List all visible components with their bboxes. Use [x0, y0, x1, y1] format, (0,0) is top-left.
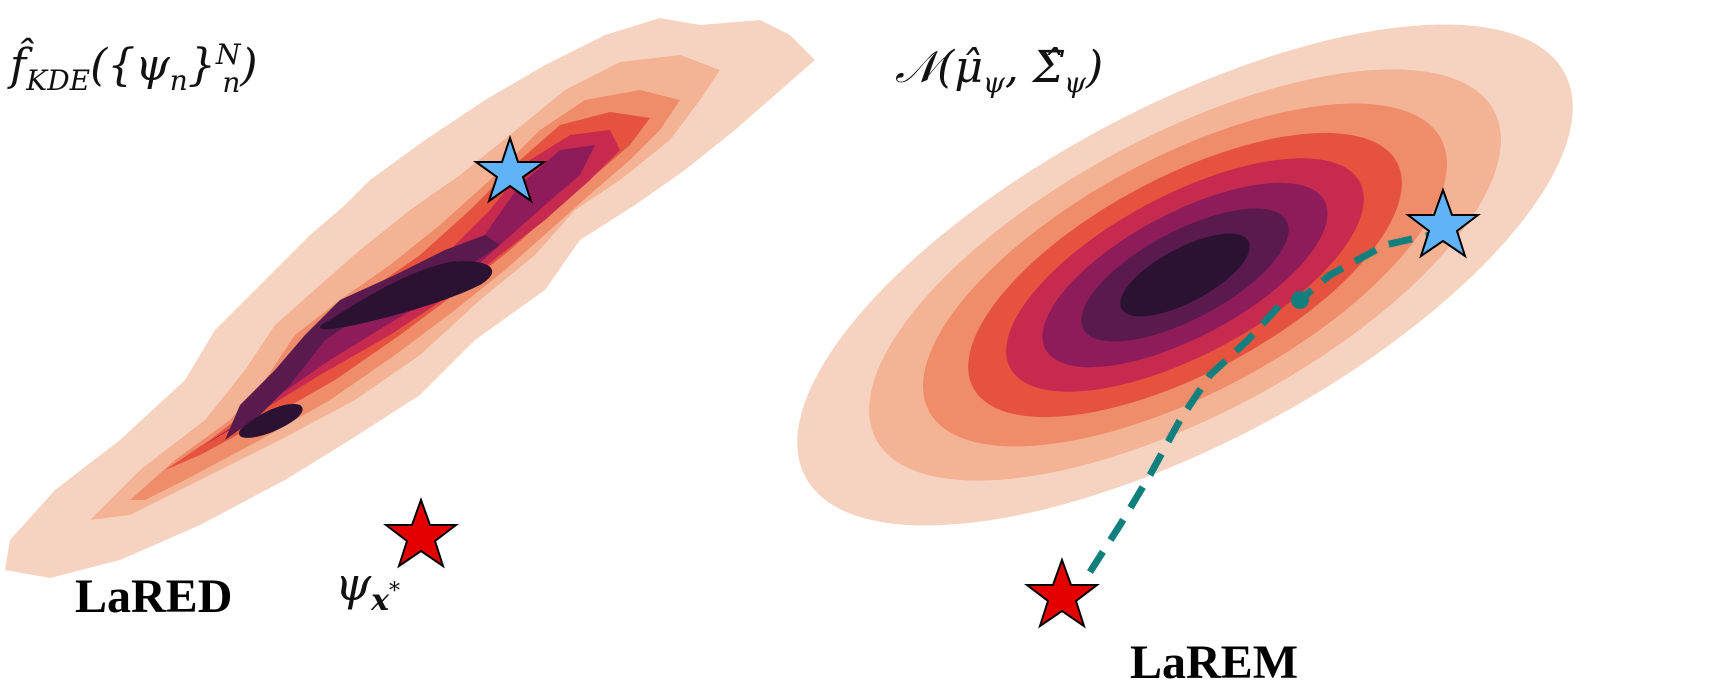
- kde-formula-subscript: KDE: [25, 64, 90, 97]
- kde-contour-levels: [5, 18, 815, 578]
- query-psi: ψ: [335, 557, 372, 611]
- path-segment: [1087, 231, 1431, 574]
- kde-formula-psi-sub: n: [170, 64, 188, 97]
- kde-core-1: [319, 261, 493, 330]
- kde-contour-level-6: [205, 145, 595, 445]
- blue-star-left: [472, 134, 548, 204]
- red-star-left: [383, 497, 459, 569]
- kde-core-2: [239, 404, 303, 438]
- blue-star-left-icon: [472, 134, 548, 204]
- query-sub: x: [370, 583, 390, 618]
- gaussian-contour-levels: [797, 24, 1573, 526]
- red-star-right: [1024, 557, 1100, 629]
- gaussian-formula-sep: , Σ̂: [1005, 42, 1065, 93]
- gaussian-formula: 𝒩(μ̂ψ, Σ̂ψ): [895, 42, 1103, 99]
- kde-formula-args: ({ψ: [90, 40, 170, 91]
- kde-formula-close: ): [239, 40, 257, 91]
- lared-label: LaRED: [75, 570, 232, 623]
- gaussian-density-plot: 𝒩(μ̂ψ, Σ̂ψ) LaREM: [797, 24, 1573, 689]
- svg-text:f̂KDE({ψn}Nn): f̂KDE({ψn}N n): [7, 36, 258, 99]
- gaussian-formula-close: ): [1085, 42, 1103, 93]
- gaussian-formula-n: 𝒩(μ̂: [895, 42, 983, 93]
- red-star-left-icon: [383, 497, 459, 569]
- query-sup: *: [389, 579, 400, 604]
- gaussian-formula-mu-sub: ψ: [983, 66, 1006, 99]
- optimization-path: [1087, 231, 1431, 574]
- blue-star-right: [1405, 187, 1481, 259]
- gaussian-contour-level-8: [1120, 233, 1250, 317]
- svg-text:𝒩(μ̂ψ, Σ̂ψ): 𝒩(μ̂ψ, Σ̂ψ): [895, 42, 1103, 99]
- kde-contour-level-7: [225, 235, 500, 440]
- kde-formula-brace: }: [188, 40, 216, 91]
- red-star-right-icon: [1024, 557, 1100, 629]
- kde-formula: f̂KDE({ψn}N n): [7, 36, 258, 99]
- gaussian-formula-sigma-sub: ψ: [1064, 66, 1087, 99]
- kde-density-plot: f̂KDE({ψn}N n) ψx* LaRED: [5, 18, 815, 623]
- query-symbol: ψx*: [335, 557, 400, 618]
- path-midpoint-marker: [1291, 291, 1309, 309]
- blue-star-right-icon: [1405, 187, 1481, 259]
- larem-label: LaREM: [1130, 636, 1298, 689]
- kde-formula-superscript: N: [215, 38, 242, 71]
- kde-formula-set-sub: n: [222, 66, 240, 99]
